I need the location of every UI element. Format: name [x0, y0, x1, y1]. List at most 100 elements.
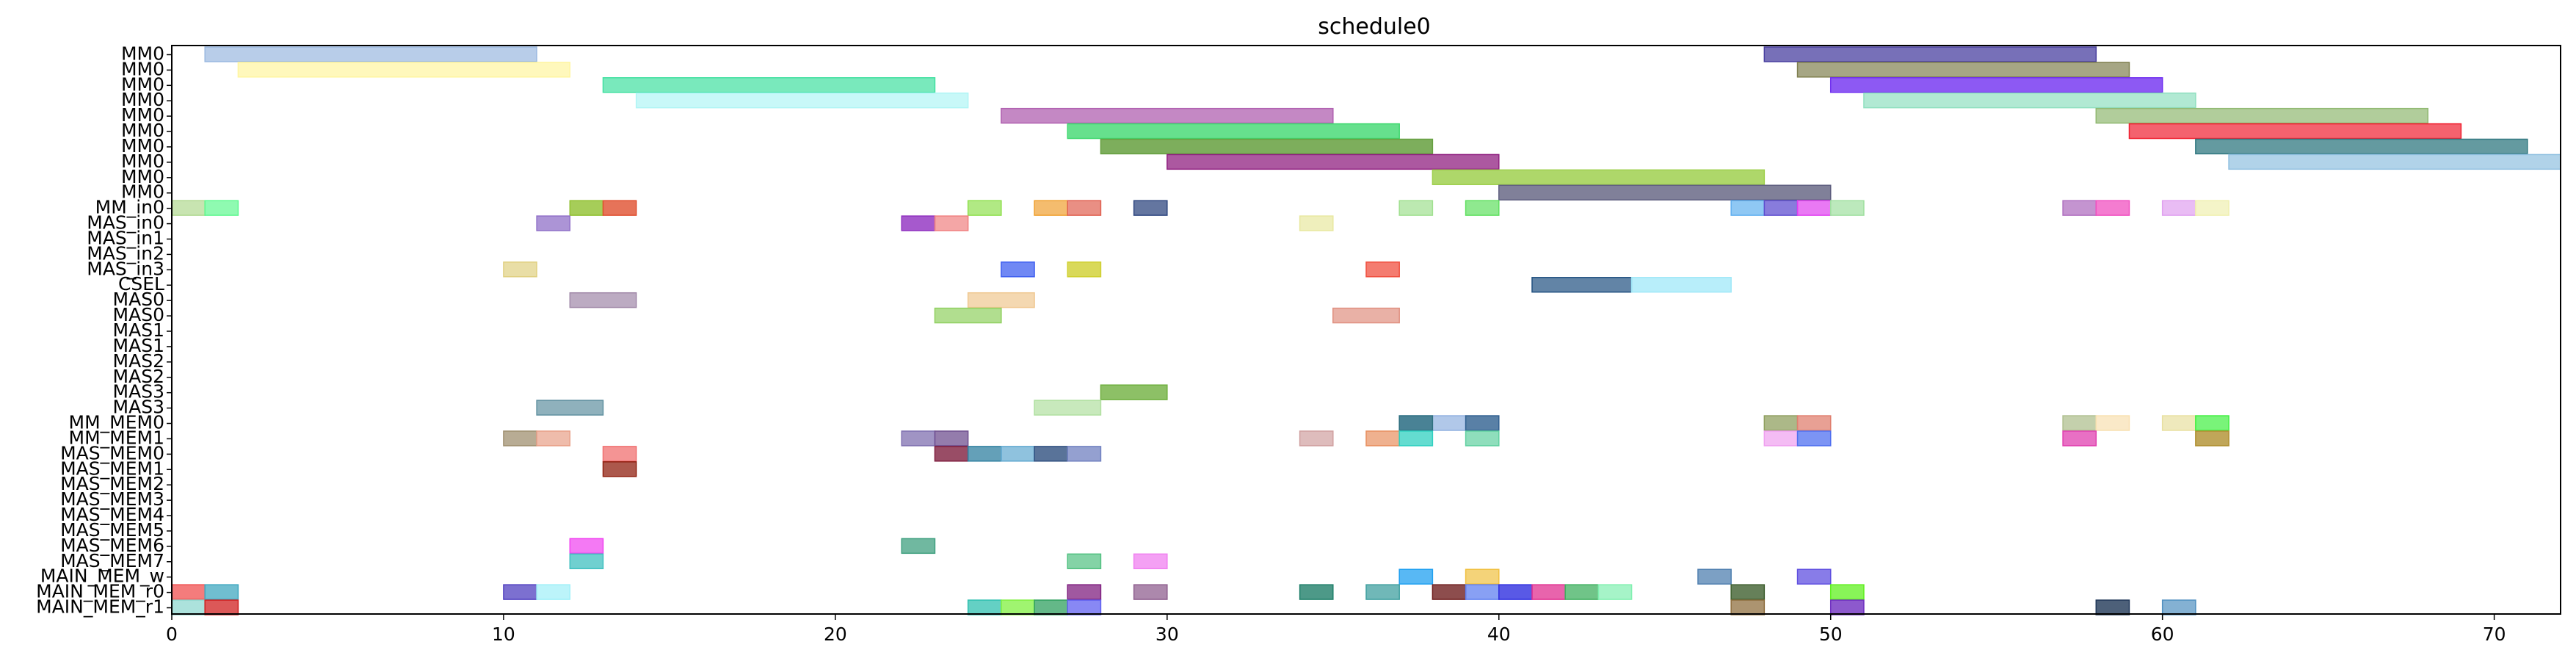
row-label: MAS_MEM5 [60, 519, 164, 541]
task-bar [1034, 446, 1068, 462]
row-label: CSEL [118, 273, 164, 295]
row-label: MAS0 [113, 289, 164, 310]
task-bar [1829, 584, 1865, 600]
task-bar [1299, 215, 1334, 231]
task-bar [1332, 307, 1400, 324]
task-bar [1167, 153, 1500, 170]
task-bar [1796, 200, 1832, 216]
task-bar [1034, 200, 1068, 216]
task-bar [2195, 200, 2229, 216]
task-bar [1465, 568, 1500, 585]
task-bar [204, 584, 239, 600]
task-bar [934, 446, 969, 462]
task-bar [1730, 200, 1766, 216]
task-bar [1465, 584, 1500, 600]
task-bars [171, 46, 2561, 615]
task-bar [503, 261, 537, 278]
task-bar [1630, 277, 1732, 293]
task-bar [569, 292, 637, 308]
row-label: MAIN_MEM_w [40, 566, 164, 587]
row-label: MAS2 [113, 350, 164, 372]
row-label: MAS_MEM2 [60, 473, 164, 494]
task-bar [602, 77, 936, 93]
x-tick-label: 10 [492, 624, 515, 645]
x-tick-label: 30 [1155, 624, 1179, 645]
task-bar [1796, 430, 1832, 447]
x-axis: 0 10 20 30 40 50 60 70 [166, 614, 2506, 645]
task-bar [1498, 584, 1533, 600]
row-label: MM0 [121, 104, 164, 126]
task-bar [1001, 599, 1035, 615]
row-label: MM0 [121, 135, 164, 156]
task-bar [2195, 415, 2229, 431]
task-bar [1763, 46, 2097, 62]
task-bar [171, 599, 206, 615]
row-label: MAS0 [113, 304, 164, 325]
row-label: MAS_MEM4 [60, 504, 164, 525]
task-bar [1531, 277, 1633, 293]
task-bar [1299, 430, 1334, 447]
task-bar [901, 430, 936, 447]
task-bar [901, 538, 936, 555]
task-bar [1034, 400, 1102, 416]
task-bar [2161, 200, 2196, 216]
chart-title: schedule0 [1318, 14, 1431, 40]
row-label: MM0 [121, 58, 164, 79]
task-bar [1067, 599, 1102, 615]
task-bar [1398, 430, 1434, 447]
task-bar [1398, 568, 1434, 585]
x-tick-label: 70 [2483, 624, 2506, 645]
task-bar [2095, 599, 2130, 615]
task-bar [1001, 446, 1035, 462]
row-label: MAS_MEM3 [60, 488, 164, 510]
row-labels: MM0MM0MM0MM0MM0MM0MM0MM0MM0MM0MM_in0MAS_… [36, 43, 172, 618]
task-bar [934, 430, 969, 447]
task-bar [2095, 107, 2428, 124]
task-bar [2095, 415, 2130, 431]
task-bar [1730, 584, 1766, 600]
task-bar [1796, 568, 1832, 585]
task-bar [503, 584, 537, 600]
task-bar [1067, 261, 1102, 278]
task-bar [1133, 200, 1168, 216]
task-bar [1365, 584, 1400, 600]
task-bar [1465, 415, 1500, 431]
task-bar [569, 538, 604, 555]
task-bar [1796, 62, 2130, 78]
task-bar [1498, 184, 1832, 201]
task-bar [901, 215, 936, 231]
task-bar [967, 599, 1002, 615]
task-bar [1432, 584, 1467, 600]
row-label: MM0 [121, 89, 164, 110]
task-bar [1067, 123, 1400, 140]
task-bar [1465, 430, 1500, 447]
task-bar [536, 584, 571, 600]
task-bar [536, 430, 571, 447]
task-bar [934, 307, 1002, 324]
row-label: MAS3 [113, 397, 164, 418]
task-bar [602, 461, 637, 477]
task-bar [1763, 200, 1799, 216]
row-label: MAS_MEM6 [60, 535, 164, 556]
task-bar [569, 200, 604, 216]
task-bar [1299, 584, 1334, 600]
task-bar [204, 200, 239, 216]
task-bar [1730, 599, 1766, 615]
task-bar [1133, 584, 1168, 600]
x-tick-label: 40 [1487, 624, 1511, 645]
task-bar [1365, 261, 1400, 278]
task-bar [1067, 553, 1102, 569]
task-bar [1763, 415, 1799, 431]
task-bar [1597, 584, 1633, 600]
task-bar [1531, 584, 1566, 600]
task-bar [2095, 200, 2130, 216]
task-bar [967, 292, 1035, 308]
task-bar [2062, 415, 2097, 431]
row-label: MM_in0 [95, 197, 164, 218]
task-bar [1100, 384, 1168, 400]
task-bar [204, 599, 239, 615]
task-bar [1398, 415, 1434, 431]
task-bar [1863, 93, 2196, 109]
task-bar [1133, 553, 1168, 569]
